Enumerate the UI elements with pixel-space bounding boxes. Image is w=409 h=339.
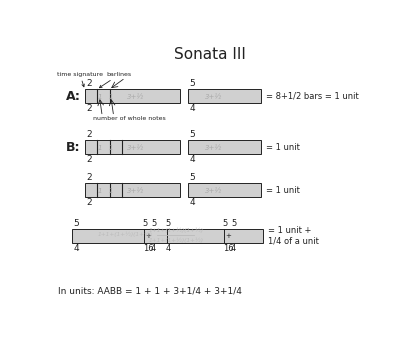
- Text: 4: 4: [165, 244, 171, 253]
- Text: 3+½: 3+½: [126, 188, 144, 194]
- Text: 5: 5: [231, 219, 236, 228]
- Text: 1: 1: [108, 188, 113, 194]
- Bar: [72, 228, 262, 243]
- Text: 4: 4: [231, 244, 236, 253]
- Text: 4: 4: [73, 244, 79, 253]
- Text: A:: A:: [65, 89, 80, 103]
- Text: barlines: barlines: [99, 72, 132, 88]
- Text: 16: 16: [222, 244, 233, 253]
- Text: 5: 5: [142, 219, 148, 228]
- Text: 2: 2: [85, 130, 91, 139]
- Text: In units: AABB = 1 + 1 + 3+1/4 + 3+1/4: In units: AABB = 1 + 1 + 3+1/4 + 3+1/4: [57, 286, 241, 295]
- Text: 5: 5: [222, 219, 227, 228]
- Text: 4: 4: [151, 244, 156, 253]
- Text: 2: 2: [85, 155, 91, 164]
- Text: = 1 unit +
1/4 of a unit: = 1 unit + 1/4 of a unit: [267, 226, 318, 245]
- Text: 1+1+(1+½)(1+½): 1+1+(1+½)(1+½): [148, 227, 203, 233]
- Text: 5: 5: [189, 79, 194, 88]
- Text: 1: 1: [97, 145, 101, 151]
- Text: 3+½: 3+½: [204, 188, 221, 194]
- Text: = 1 unit: = 1 unit: [265, 186, 299, 195]
- Text: 1: 1: [97, 188, 101, 194]
- Text: 3+½: 3+½: [126, 145, 144, 151]
- Bar: [84, 183, 180, 197]
- Text: 4: 4: [189, 198, 194, 207]
- Text: time signature: time signature: [57, 72, 103, 87]
- Text: 5: 5: [189, 130, 194, 139]
- Text: 2: 2: [85, 104, 91, 113]
- Text: 2: 2: [85, 173, 91, 182]
- Bar: [84, 140, 180, 154]
- Text: 5: 5: [189, 173, 194, 182]
- Text: 1+1+(1+½)(1+½): 1+1+(1+½)(1+½): [148, 237, 203, 243]
- Text: = 8+1/2 bars = 1 unit: = 8+1/2 bars = 1 unit: [265, 92, 357, 101]
- Text: 2: 2: [85, 198, 91, 207]
- Text: 4: 4: [189, 104, 194, 113]
- Text: 1: 1: [108, 94, 113, 100]
- Bar: [187, 89, 261, 103]
- Text: 5: 5: [165, 219, 171, 228]
- Text: 3+½: 3+½: [204, 94, 221, 100]
- Text: +: +: [225, 233, 230, 239]
- Text: 1+1+(1+½)(1+½): 1+1+(1+½)(1+½): [97, 232, 152, 237]
- Text: 2: 2: [85, 79, 91, 88]
- Text: 4: 4: [189, 155, 194, 164]
- Text: 1: 1: [97, 94, 101, 100]
- Text: 16: 16: [142, 244, 153, 253]
- Text: Sonata III: Sonata III: [174, 47, 245, 62]
- Bar: [84, 89, 180, 103]
- Text: = 1 unit: = 1 unit: [265, 143, 299, 152]
- Text: number of whole notes: number of whole notes: [92, 116, 165, 121]
- Text: +: +: [144, 233, 151, 239]
- Bar: [187, 140, 261, 154]
- Text: B:: B:: [65, 141, 80, 154]
- Text: 5: 5: [151, 219, 156, 228]
- Text: 3+½: 3+½: [126, 94, 144, 100]
- Text: 3+½: 3+½: [204, 145, 221, 151]
- Text: 1: 1: [108, 145, 113, 151]
- Bar: [187, 183, 261, 197]
- Text: 5: 5: [73, 219, 79, 228]
